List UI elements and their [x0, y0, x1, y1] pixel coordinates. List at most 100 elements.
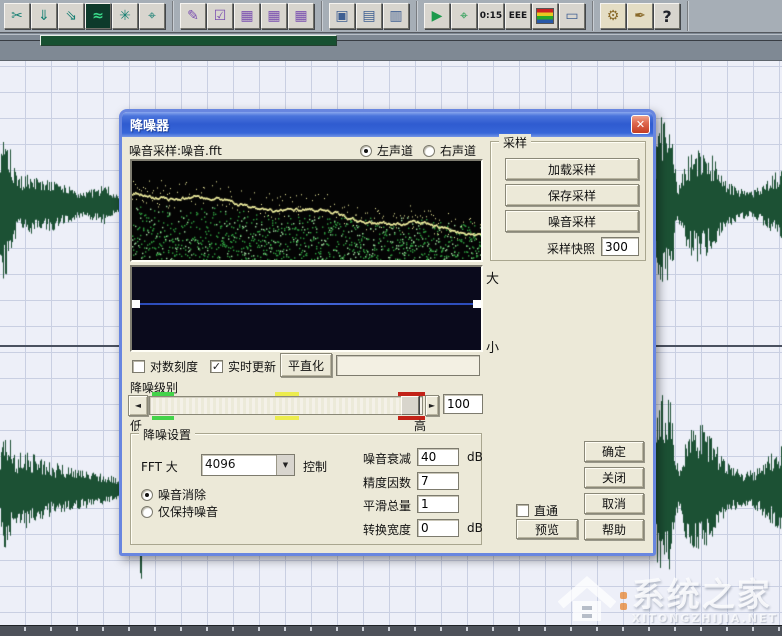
- precision-input[interactable]: [417, 472, 459, 490]
- level-slider-track[interactable]: [149, 396, 423, 415]
- wave-undo-icon[interactable]: ≈: [85, 3, 111, 29]
- new-window-icon[interactable]: ▣: [329, 3, 355, 29]
- combo-dropdown-button[interactable]: ▼: [276, 455, 294, 475]
- radio-off-icon: [141, 505, 153, 518]
- curve-info-field[interactable]: [336, 355, 480, 376]
- precision-label: 精度因数: [362, 476, 411, 490]
- close-icon: ✕: [635, 118, 646, 131]
- toolbar-group: ⚙ ✒?: [598, 1, 689, 31]
- load-sample-button[interactable]: 加载采样: [505, 158, 639, 180]
- reduction-curve-line[interactable]: [133, 303, 480, 305]
- keep-noise-radio[interactable]: 仅保持噪音: [141, 503, 218, 520]
- checkbox-unchecked-icon: [516, 504, 529, 517]
- dialog-body: 噪音采样:噪音.fft 左声道 右声道 大 小 对数刻度: [122, 134, 653, 547]
- slider-mark-green: [152, 416, 174, 420]
- level-value-input[interactable]: [443, 394, 483, 414]
- timeline-ruler[interactable]: [0, 625, 782, 636]
- blank-window-icon[interactable]: ▭: [559, 3, 585, 29]
- checkbox-unchecked-icon: [132, 360, 145, 373]
- fft-size-combobox[interactable]: 4096 ▼: [201, 454, 295, 476]
- window-list-icon[interactable]: ▥: [383, 3, 409, 29]
- cancel-button[interactable]: 取消: [584, 493, 644, 514]
- snapshot-label: 采样快照: [547, 242, 596, 256]
- right-channel-label: 右声道: [440, 144, 477, 158]
- fft-size-label: FFT 大: [141, 460, 178, 474]
- watermark-colon: [619, 590, 627, 612]
- paste-mix-icon[interactable]: ⇘: [58, 3, 84, 29]
- toolbar-group: ✎ ☑ ▦ ▦ ▦: [178, 1, 323, 31]
- cut-icon[interactable]: ✂: [4, 3, 30, 29]
- paste-down-icon[interactable]: ⇓: [31, 3, 57, 29]
- level-slider-thumb[interactable]: [401, 396, 419, 415]
- reduction-curve-editor[interactable]: [130, 265, 483, 352]
- scroll-position-bar[interactable]: [40, 35, 337, 46]
- sampling-group-title: 采样: [499, 134, 532, 151]
- transition-input[interactable]: [417, 519, 459, 537]
- fft-size-value: 4096: [205, 457, 236, 471]
- options-check-icon[interactable]: ☑: [207, 3, 233, 29]
- left-channel-label: 左声道: [377, 144, 414, 158]
- transition-label: 转换宽度: [362, 523, 411, 537]
- noise-spectrum-canvas: [132, 161, 481, 260]
- left-arrow-icon: ◄: [134, 401, 142, 410]
- level-left-arrow-button[interactable]: ◄: [128, 395, 148, 416]
- keep-noise-label: 仅保持噪音: [158, 505, 219, 519]
- dialog-titlebar[interactable]: 降噪器 ✕: [122, 112, 653, 137]
- slider-mark-red: [398, 392, 425, 396]
- right-channel-radio[interactable]: 右声道: [423, 142, 476, 159]
- slider-mark-yellow: [275, 392, 299, 396]
- toolbar-group: ✂ ⇓ ⇘ ≈ ✳ ⌖: [2, 1, 174, 31]
- dialog-title: 降噪器: [130, 119, 170, 134]
- curve-handle-right[interactable]: [473, 300, 481, 308]
- noise-remove-radio[interactable]: 噪音消除: [141, 486, 206, 503]
- smoothing-label: 平滑总量: [362, 499, 411, 513]
- spectral-view-icon[interactable]: ▦: [234, 3, 260, 29]
- play-icon[interactable]: ▶: [424, 3, 450, 29]
- save-sample-button[interactable]: 保存采样: [505, 184, 639, 206]
- left-channel-radio[interactable]: 左声道: [360, 142, 413, 159]
- zoom-tool-icon[interactable]: ⌖: [451, 3, 477, 29]
- slider-mark-red: [398, 416, 425, 420]
- close-dialog-button[interactable]: 关闭: [584, 467, 644, 488]
- high-label: 高: [414, 419, 427, 433]
- preview-button[interactable]: 预览: [516, 519, 578, 539]
- scripts-icon[interactable]: ✒: [627, 3, 653, 29]
- time-display-icon[interactable]: 0:15: [478, 3, 504, 29]
- mixer-view-icon[interactable]: ▦: [288, 3, 314, 29]
- watermark: 系统之家 XITONGZHIJIA.NET: [557, 574, 778, 628]
- zoom-select-icon[interactable]: ⌖: [139, 3, 165, 29]
- settings-gear-icon[interactable]: ⚙: [600, 3, 626, 29]
- watermark-title: 系统之家: [631, 574, 772, 614]
- curve-handle-left[interactable]: [132, 300, 140, 308]
- log-scale-checkbox[interactable]: 对数刻度: [132, 358, 198, 375]
- wave-effects-icon[interactable]: ✳: [112, 3, 138, 29]
- attenuation-label: 噪音衰减: [362, 452, 411, 466]
- checkbox-checked-icon: ✓: [210, 360, 223, 373]
- wave-edit-icon[interactable]: ✎: [180, 3, 206, 29]
- settings-groupbox: 降噪设置 FFT 大 4096 ▼ 控制 噪音消除 仅保持噪音 噪音衰减 dB: [130, 426, 483, 545]
- level-meters-icon[interactable]: [532, 3, 558, 29]
- snapshot-input[interactable]: [601, 237, 639, 256]
- attenuation-unit: dB: [467, 450, 483, 464]
- radio-on-icon: [141, 488, 153, 501]
- noise-sample-button[interactable]: 噪音采样: [505, 210, 639, 232]
- multitrack-view-icon[interactable]: ▦: [261, 3, 287, 29]
- help-icon[interactable]: ?: [654, 3, 680, 29]
- window-search-icon[interactable]: ▤: [356, 3, 382, 29]
- bypass-checkbox[interactable]: 直通: [516, 502, 558, 519]
- level-right-arrow-button[interactable]: ►: [425, 395, 439, 416]
- flatten-button[interactable]: 平直化: [280, 353, 332, 377]
- slider-mark-green: [152, 392, 174, 396]
- watermark-site: XITONGZHIJIA.NET: [631, 611, 778, 625]
- frequency-grid-icon[interactable]: EEE: [505, 3, 531, 29]
- attenuation-input[interactable]: [417, 448, 459, 466]
- ok-button[interactable]: 确定: [584, 441, 644, 462]
- realtime-update-checkbox[interactable]: ✓ 实时更新: [210, 358, 276, 375]
- smoothing-input[interactable]: [417, 495, 459, 513]
- close-button[interactable]: ✕: [631, 115, 650, 134]
- log-scale-label: 对数刻度: [150, 360, 199, 374]
- horizontal-scroll-strip[interactable]: [0, 33, 782, 61]
- help-button[interactable]: 帮助: [584, 519, 644, 540]
- chevron-down-icon: ▼: [282, 461, 289, 469]
